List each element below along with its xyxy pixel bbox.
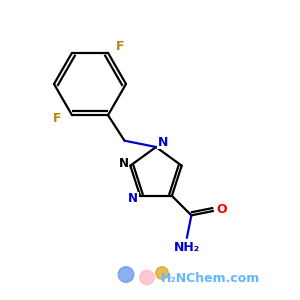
Text: N: N [128,192,138,205]
Circle shape [156,267,168,279]
Text: H₂NChem.com: H₂NChem.com [160,272,260,286]
Circle shape [140,270,154,285]
Text: NH₂: NH₂ [174,241,200,254]
Text: F: F [116,40,124,53]
Text: F: F [53,112,61,125]
Text: O: O [216,203,227,216]
Text: N: N [158,136,168,149]
Circle shape [118,267,134,282]
Text: N: N [119,157,129,170]
